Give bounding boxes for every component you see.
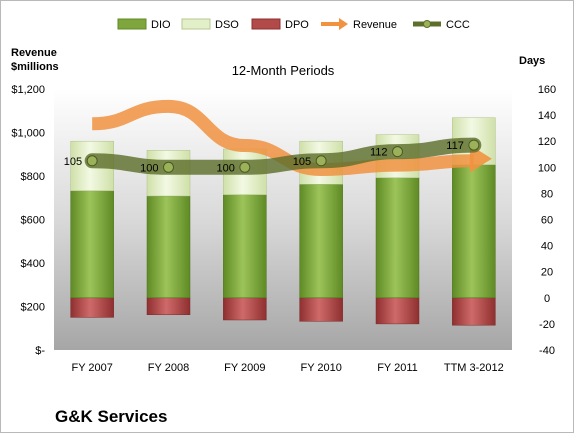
category-label: TTM 3-2012 bbox=[444, 362, 504, 374]
left-tick-label: $400 bbox=[21, 258, 45, 270]
dio-bar bbox=[375, 177, 420, 299]
legend-label-dio: DIO bbox=[151, 19, 171, 31]
dpo-bar bbox=[70, 297, 114, 318]
ccc-line bbox=[84, 137, 482, 175]
right-tick-label: 140 bbox=[538, 110, 556, 122]
left-axis-ticks: $- $200 $400 $600 $800 $1,000 $1,200 bbox=[11, 84, 45, 357]
category-label: FY 2010 bbox=[300, 362, 341, 374]
chart-title: 12-Month Periods bbox=[232, 63, 335, 78]
right-tick-label: 160 bbox=[538, 84, 556, 96]
left-tick-label: $200 bbox=[21, 302, 45, 314]
left-tick-label: $- bbox=[35, 345, 45, 357]
dio-bar bbox=[146, 195, 191, 299]
dpo-bar bbox=[375, 297, 420, 325]
company-name: G&K Services bbox=[55, 407, 167, 426]
ccc-marker bbox=[239, 161, 251, 173]
bars-group bbox=[70, 117, 496, 326]
category-label: FY 2007 bbox=[71, 362, 112, 374]
dio-bar bbox=[223, 194, 267, 299]
right-tick-label: 60 bbox=[541, 215, 553, 227]
right-axis-ticks: -40 -20 0 20 40 60 80 100 120 140 160 bbox=[538, 84, 556, 357]
legend-label-revenue: Revenue bbox=[353, 19, 397, 31]
dpo-bar bbox=[452, 297, 496, 326]
ccc-marker bbox=[392, 146, 403, 158]
ccc-series: 105 100 100 105 112 117 bbox=[64, 137, 482, 175]
ccc-data-label: 100 bbox=[216, 162, 234, 174]
dio-bar bbox=[70, 190, 114, 299]
right-tick-label: 100 bbox=[538, 162, 556, 174]
legend-label-ccc: CCC bbox=[446, 19, 470, 31]
dio-bar bbox=[452, 164, 496, 299]
revenue-line bbox=[91, 99, 474, 176]
left-axis-title-line1: Revenue bbox=[11, 47, 57, 59]
ccc-data-label: 112 bbox=[370, 147, 388, 159]
legend-swatch-ccc-marker bbox=[423, 20, 431, 28]
ccc-data-label: 105 bbox=[64, 156, 82, 168]
right-axis-title: Days bbox=[519, 55, 545, 67]
ccc-marker bbox=[468, 139, 480, 151]
left-tick-label: $1,200 bbox=[11, 84, 45, 96]
ccc-data-label: 100 bbox=[140, 162, 158, 174]
legend-swatch-dio bbox=[117, 18, 147, 30]
left-tick-label: $1,000 bbox=[11, 128, 45, 140]
legend-label-dpo: DPO bbox=[285, 19, 309, 31]
left-axis-title-line2: $millions bbox=[11, 61, 59, 73]
right-tick-label: 120 bbox=[538, 136, 556, 148]
ccc-marker bbox=[315, 155, 327, 167]
legend: DIO DSO DPO Revenue CCC bbox=[117, 18, 470, 31]
dpo-bar bbox=[223, 297, 267, 321]
right-tick-label: 80 bbox=[541, 188, 553, 200]
legend-swatch-revenue-arrow bbox=[321, 18, 348, 30]
dio-bar bbox=[299, 184, 343, 299]
right-tick-label: 0 bbox=[544, 293, 550, 305]
category-label: FY 2009 bbox=[224, 362, 265, 374]
category-label: FY 2011 bbox=[377, 362, 418, 374]
dpo-bar bbox=[299, 297, 343, 322]
ccc-marker bbox=[163, 161, 174, 173]
legend-swatch-dpo bbox=[251, 18, 281, 30]
ccc-marker bbox=[86, 155, 98, 167]
ccc-data-label: 105 bbox=[293, 156, 311, 168]
left-tick-label: $600 bbox=[21, 215, 45, 227]
legend-label-dso: DSO bbox=[215, 19, 239, 31]
right-tick-label: 40 bbox=[541, 241, 553, 253]
category-label: FY 2008 bbox=[148, 362, 189, 374]
right-tick-label: -20 bbox=[539, 319, 555, 331]
right-tick-label: -40 bbox=[539, 345, 555, 357]
legend-swatch-dso bbox=[181, 18, 211, 30]
right-tick-label: 20 bbox=[541, 267, 553, 279]
dpo-bar bbox=[146, 297, 191, 316]
plot-area bbox=[54, 89, 512, 350]
ccc-data-label: 117 bbox=[446, 140, 464, 152]
left-tick-label: $800 bbox=[21, 171, 45, 183]
category-axis-labels: FY 2007 FY 2008 FY 2009 FY 2010 FY 2011 TTM 3… bbox=[71, 362, 503, 374]
